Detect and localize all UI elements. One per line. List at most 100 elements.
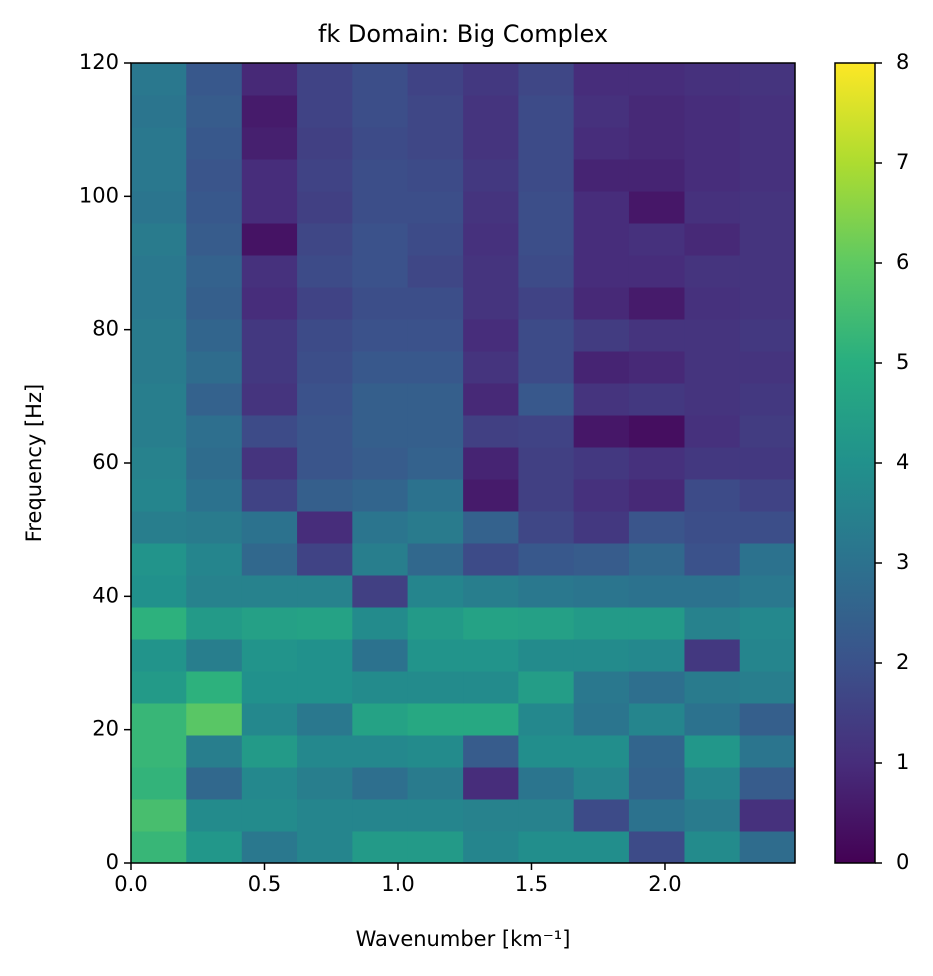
heatmap-cell xyxy=(739,671,796,704)
heatmap-cell xyxy=(297,159,353,192)
heatmap-cell xyxy=(407,351,464,384)
heatmap-cell xyxy=(739,95,796,128)
heatmap-cell xyxy=(131,351,187,384)
heatmap-cell xyxy=(463,831,519,864)
heatmap-cell xyxy=(297,639,353,672)
heatmap-cell xyxy=(407,287,464,320)
heatmap-cell xyxy=(241,191,298,224)
heatmap-cell xyxy=(739,767,796,800)
heatmap-cell xyxy=(241,479,298,512)
heatmap-cell xyxy=(739,351,796,384)
heatmap-cell xyxy=(684,319,741,352)
heatmap-cell xyxy=(463,127,519,160)
heatmap-cell xyxy=(518,671,575,704)
heatmap-cell xyxy=(131,735,187,768)
heatmap-cell xyxy=(241,287,298,320)
heatmap-cell xyxy=(518,351,575,384)
heatmap-cell xyxy=(297,191,353,224)
heatmap-cell xyxy=(573,735,630,768)
heatmap-cell xyxy=(628,767,685,800)
heatmap-cell xyxy=(463,351,519,384)
heatmap-cell xyxy=(518,639,575,672)
heatmap-cell xyxy=(628,415,685,448)
heatmap-cell xyxy=(628,287,685,320)
heatmap-cell xyxy=(131,799,187,832)
heatmap-cell xyxy=(573,95,630,128)
heatmap-cell xyxy=(241,319,298,352)
heatmap-cell xyxy=(407,95,464,128)
heatmap-cell xyxy=(297,543,353,576)
heatmap-cell xyxy=(407,543,464,576)
chart-title: fk Domain: Big Complex xyxy=(318,20,608,48)
heatmap-cell xyxy=(131,127,187,160)
heatmap-cell xyxy=(628,63,685,96)
heatmap-cell xyxy=(186,191,243,224)
heatmap-cell xyxy=(463,255,519,288)
heatmap-cell xyxy=(297,479,353,512)
heatmap-cell xyxy=(518,287,575,320)
heatmap-cell xyxy=(352,575,409,608)
heatmap-cell xyxy=(573,671,630,704)
heatmap-cell xyxy=(628,575,685,608)
heatmap-cell xyxy=(186,831,243,864)
heatmap-cell xyxy=(518,255,575,288)
heatmap-cell xyxy=(407,671,464,704)
heatmap-cell xyxy=(241,703,298,736)
heatmap-cell xyxy=(518,159,575,192)
heatmap-cell xyxy=(352,383,409,416)
heatmap-cell xyxy=(297,287,353,320)
heatmap-cell xyxy=(186,511,243,544)
heatmap-cell xyxy=(407,607,464,640)
heatmap-cell xyxy=(463,639,519,672)
heatmap-cell xyxy=(739,191,796,224)
heatmap-cell xyxy=(186,383,243,416)
heatmap-cell xyxy=(518,415,575,448)
heatmap-cell xyxy=(131,319,187,352)
heatmap-cell xyxy=(739,319,796,352)
heatmap-cell xyxy=(352,543,409,576)
heatmap-cell xyxy=(684,735,741,768)
heatmap-cell xyxy=(241,415,298,448)
heatmap-cell xyxy=(518,511,575,544)
heatmap-cell xyxy=(407,255,464,288)
heatmap-cell xyxy=(241,351,298,384)
heatmap-cell xyxy=(131,575,187,608)
heatmap-cell xyxy=(463,575,519,608)
heatmap-cell xyxy=(186,639,243,672)
x-tick-label: 1.5 xyxy=(515,872,548,896)
heatmap-cell xyxy=(131,191,187,224)
heatmap-cell xyxy=(186,607,243,640)
heatmap-cell xyxy=(131,639,187,672)
heatmap-cell xyxy=(518,63,575,96)
heatmap-cell xyxy=(186,767,243,800)
heatmap-cell xyxy=(186,351,243,384)
x-tick-label: 1.0 xyxy=(381,872,414,896)
heatmap-cell xyxy=(684,511,741,544)
heatmap-cell xyxy=(131,447,187,480)
heatmap-cell xyxy=(131,255,187,288)
heatmap-cell xyxy=(352,127,409,160)
heatmap-cell xyxy=(628,479,685,512)
heatmap-cell xyxy=(352,767,409,800)
heatmap-cell xyxy=(573,319,630,352)
heatmap-cell xyxy=(297,607,353,640)
heatmap-cell xyxy=(186,319,243,352)
heatmap-cell xyxy=(131,95,187,128)
heatmap-cell xyxy=(573,383,630,416)
heatmap-cell xyxy=(352,63,409,96)
colorbar-tick-label: 4 xyxy=(896,450,909,474)
colorbar-tick-label: 6 xyxy=(896,250,909,274)
heatmap-cell xyxy=(684,767,741,800)
heatmap-cell xyxy=(297,447,353,480)
heatmap-cell xyxy=(352,799,409,832)
heatmap-cell xyxy=(131,159,187,192)
heatmap-cell xyxy=(131,543,187,576)
heatmap-cell xyxy=(297,511,353,544)
heatmap-cell xyxy=(352,255,409,288)
heatmap-cell xyxy=(186,735,243,768)
heatmap-cell xyxy=(463,479,519,512)
heatmap-cell xyxy=(407,511,464,544)
heatmap-cell xyxy=(628,159,685,192)
heatmap-cell xyxy=(684,479,741,512)
heatmap-cell xyxy=(684,831,741,864)
